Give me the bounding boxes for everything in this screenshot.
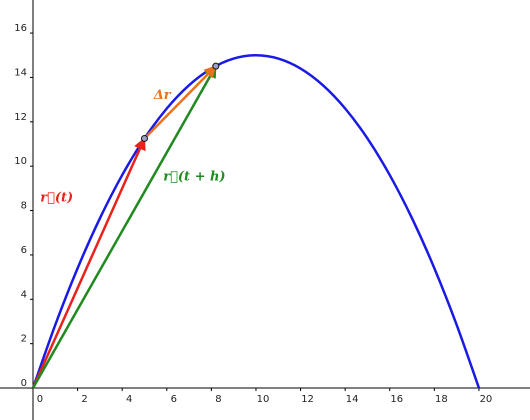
y-tick-label: 6 — [21, 245, 27, 256]
vector-label: r⃗(t + h) — [163, 170, 225, 185]
point — [140, 134, 148, 142]
x-tick-label: 6 — [171, 394, 177, 405]
vector — [31, 65, 217, 389]
x-tick-label: 0 — [37, 394, 43, 405]
vector — [31, 137, 146, 389]
y-tick-label: 16 — [14, 23, 27, 34]
vector-label: r⃗(t) — [40, 191, 73, 206]
y-tick-label: 12 — [14, 112, 27, 123]
y-tick-label: 2 — [21, 334, 27, 345]
x-tick-label: 20 — [480, 394, 493, 405]
x-tick-label: 16 — [390, 394, 403, 405]
vector-label: Δr — [153, 88, 172, 103]
vector — [143, 65, 217, 140]
x-tick-label: 12 — [301, 394, 314, 405]
y-tick-label: 10 — [14, 156, 27, 167]
y-tick-label: 14 — [14, 67, 27, 78]
x-tick-label: 4 — [126, 394, 132, 405]
x-tick-label: 2 — [81, 394, 87, 405]
x-tick-label: 14 — [346, 394, 359, 405]
curve — [31, 53, 481, 389]
y-tick-label: 0 — [21, 378, 27, 389]
x-tick-label: 18 — [435, 394, 448, 405]
x-tick-label: 8 — [215, 394, 221, 405]
y-tick-label: 8 — [21, 201, 27, 212]
point — [212, 62, 220, 70]
x-tick-label: 10 — [257, 394, 270, 405]
y-tick-label: 4 — [21, 289, 27, 300]
